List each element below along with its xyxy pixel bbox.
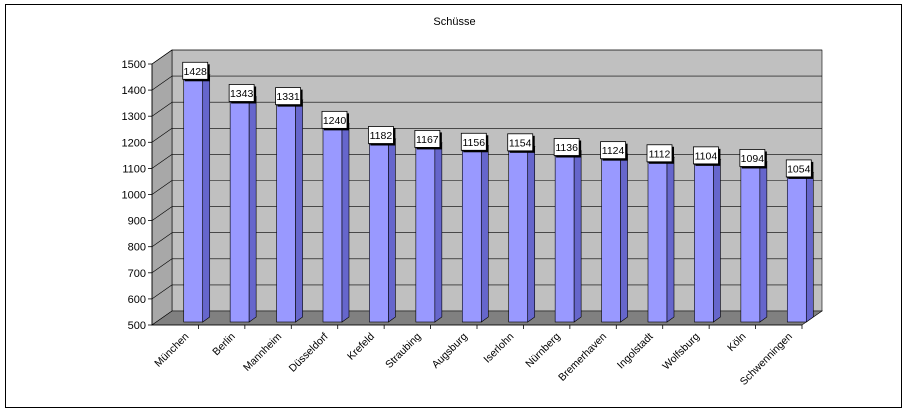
bar-side	[434, 142, 443, 323]
bar-side	[527, 145, 536, 323]
x-tick-label: Köln	[725, 331, 748, 354]
data-label: 1094	[741, 153, 765, 165]
bar	[601, 158, 621, 323]
data-label-box	[739, 149, 766, 167]
bar	[461, 150, 482, 323]
data-label-box	[646, 144, 673, 163]
bar-side	[295, 99, 303, 323]
bar-side	[759, 161, 768, 323]
gridline-side	[151, 258, 173, 274]
bar	[554, 155, 575, 323]
bar-side	[805, 171, 814, 323]
y-tick-label: 700	[128, 268, 146, 280]
gridline-side	[151, 49, 173, 65]
data-label: 1167	[416, 134, 439, 146]
x-tick-label: Nürnberg	[523, 331, 563, 371]
bar	[786, 177, 807, 323]
bar	[647, 161, 668, 323]
y-tick-label: 900	[128, 216, 146, 228]
x-tick-label: München	[152, 331, 191, 370]
data-label: 1124	[602, 145, 625, 157]
bar-side	[202, 74, 211, 323]
data-label-box	[321, 110, 348, 129]
x-tick-label: Krefeld	[345, 331, 377, 363]
data-label: 1154	[509, 137, 532, 149]
bar-side	[341, 123, 350, 323]
gridline-side	[151, 128, 173, 143]
bar	[508, 151, 529, 323]
bar	[369, 143, 389, 323]
data-label: 1182	[370, 130, 393, 142]
data-label-box	[368, 126, 394, 144]
data-label-box	[414, 130, 441, 148]
x-tick-label: Iserlohn	[481, 331, 516, 366]
bar	[415, 147, 436, 323]
bar-side	[480, 145, 489, 323]
gridline-side	[151, 180, 173, 195]
y-tick-label: 1200	[122, 137, 146, 149]
x-tick-label: Ingolstadt	[615, 331, 656, 372]
bar	[694, 164, 714, 323]
gridline-side	[151, 232, 173, 247]
y-tick-label: 800	[128, 242, 146, 254]
x-tick-label: Berlin	[210, 331, 238, 359]
data-label-box	[275, 87, 301, 106]
data-label: 1112	[649, 148, 671, 160]
bar-side	[713, 158, 721, 323]
data-label-box	[785, 159, 812, 178]
data-label: 1331	[276, 91, 300, 103]
bar	[322, 128, 343, 323]
gridline-side	[151, 154, 173, 169]
y-tick-label: 1000	[122, 190, 146, 202]
data-label: 1343	[230, 88, 254, 100]
x-tick-label: Augsburg	[430, 331, 470, 371]
y-tick-label: 1400	[122, 85, 146, 97]
bar	[229, 101, 250, 323]
data-label: 1156	[462, 137, 485, 149]
gridline-side	[151, 284, 173, 300]
data-label-box	[507, 133, 534, 152]
x-tick-label: Düsseldorf	[287, 331, 331, 375]
bar	[276, 104, 296, 323]
x-tick-label: Straubing	[383, 331, 423, 371]
y-tick-label: 1100	[122, 163, 146, 175]
y-tick-label: 500	[128, 320, 146, 332]
gridline-side	[151, 75, 173, 91]
data-label: 1428	[184, 66, 208, 78]
x-tick-label: Bremerhaven	[556, 331, 609, 384]
bar	[183, 79, 204, 323]
x-tick-label: Mannheim	[241, 330, 284, 373]
y-tick-label: 600	[128, 294, 146, 306]
x-tick-label: Wolfsburg	[660, 331, 702, 373]
bar-side	[248, 96, 257, 323]
data-label-box	[553, 138, 580, 156]
y-tick-label: 1300	[122, 111, 146, 123]
bar-side	[573, 150, 582, 323]
data-label-box	[600, 141, 626, 160]
bar-side	[666, 156, 675, 323]
bar-side	[388, 138, 396, 323]
y-tick-label: 1500	[122, 59, 146, 71]
data-label: 1104	[695, 150, 718, 162]
bar-side	[620, 153, 628, 323]
gridline-side	[151, 101, 173, 117]
chart-title: Schüsse	[433, 16, 476, 28]
data-label-box	[228, 84, 255, 102]
gridline-side	[151, 206, 173, 221]
bar	[740, 166, 761, 323]
data-label-box	[460, 132, 487, 151]
data-label-box	[182, 61, 209, 80]
data-label: 1240	[323, 115, 347, 127]
data-label: 1136	[555, 142, 578, 154]
data-label: 1054	[787, 163, 811, 175]
data-label-box	[693, 146, 719, 165]
